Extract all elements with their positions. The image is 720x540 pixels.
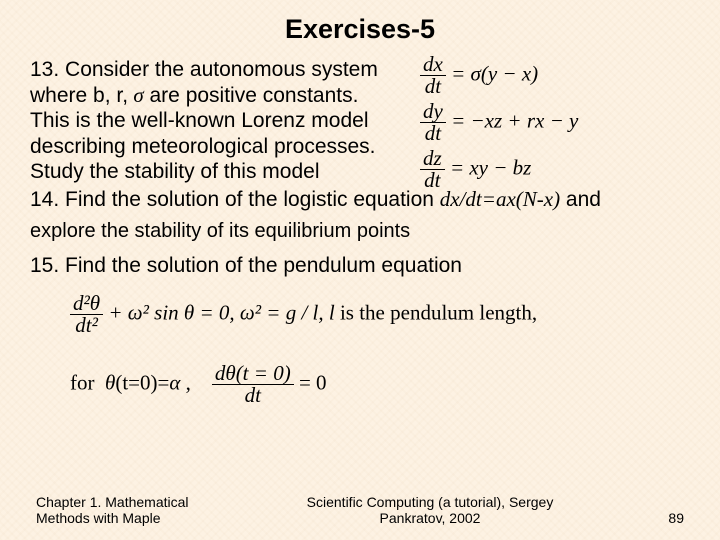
eq1-mid: + ω² sin θ = 0, ω² = g / l, — [103, 300, 329, 324]
lorenz-equations: dx dt = σ(y − x) dy dt = −xz + rx − y dz… — [420, 54, 680, 195]
eq2-rhs: = 0 — [294, 370, 327, 394]
frac-dzdt: dz dt — [420, 148, 445, 191]
page-number: 89 — [624, 510, 684, 526]
eq1n: dx — [420, 54, 446, 76]
pendulum-eq1: d²θ dt² + ω² sin θ = 0, ω² = g / l, l is… — [70, 293, 690, 353]
sigma-symbol: σ — [128, 83, 144, 107]
problem-13-text: 13. Consider the autonomous system where… — [30, 57, 428, 185]
pendulum-equations: d²θ dt² + ω² sin θ = 0, ω² = g / l, l is… — [30, 293, 690, 411]
lorenz-eq2: dy dt = −xz + rx − y — [420, 101, 680, 144]
p13-line1: 13. Consider the autonomous system — [30, 57, 428, 83]
lorenz-eq1: dx dt = σ(y − x) — [420, 54, 680, 97]
p13-line3: This is the well-known Lorenz model — [30, 108, 428, 134]
p14-text-a: 14. Find the solution of the logistic eq… — [30, 188, 440, 211]
footer-center: Scientific Computing (a tutorial), Serge… — [300, 494, 560, 526]
frac-dtheta0: dθ(t = 0) dt — [212, 363, 294, 406]
frac-dxdt: dx dt — [420, 54, 446, 97]
eq2d: dt — [420, 123, 446, 144]
footer-left: Chapter 1. Mathematical Methods with Map… — [36, 494, 236, 526]
p14-explore: explore the stability of its equilibrium… — [30, 219, 690, 243]
eq1-num: d²θ — [70, 293, 103, 315]
p13-line4: describing meteorological processes. — [30, 134, 428, 160]
eq1-den: dt² — [70, 315, 103, 336]
frac-d2theta: d²θ dt² — [70, 293, 103, 336]
eq1-tail-it: l — [329, 300, 340, 324]
p13-l2b: are positive constants. — [144, 84, 359, 107]
p13-line5: Study the stability of this model — [30, 159, 428, 185]
page-title: Exercises-5 — [0, 0, 720, 57]
frac-dydt: dy dt — [420, 101, 446, 144]
eq2-for: for — [70, 370, 105, 394]
eq3d: dt — [420, 170, 445, 191]
p13-line2: where b, r, σ are positive constants. — [30, 83, 428, 109]
eq1rhs: = σ(y − x) — [451, 61, 538, 85]
eq1d: dt — [420, 76, 446, 97]
problem-15: 15. Find the solution of the pendulum eq… — [30, 253, 690, 279]
slide-footer: Chapter 1. Mathematical Methods with Map… — [0, 494, 720, 526]
pendulum-eq2: for θ(t=0)=α , dθ(t = 0) dt = 0 — [70, 363, 690, 411]
lorenz-eq3: dz dt = xy − bz — [420, 148, 680, 191]
eq1-tail: is the pendulum length, — [340, 300, 537, 324]
p13-l2a: where b, r, — [30, 84, 128, 107]
eq3rhs: = xy − bz — [450, 155, 531, 179]
eq2n: dy — [420, 101, 446, 123]
eq2rhs: = −xz + rx − y — [451, 108, 578, 132]
eq2-num: dθ(t = 0) — [212, 363, 294, 385]
eq2-den: dt — [212, 385, 294, 406]
eq3n: dz — [420, 148, 445, 170]
